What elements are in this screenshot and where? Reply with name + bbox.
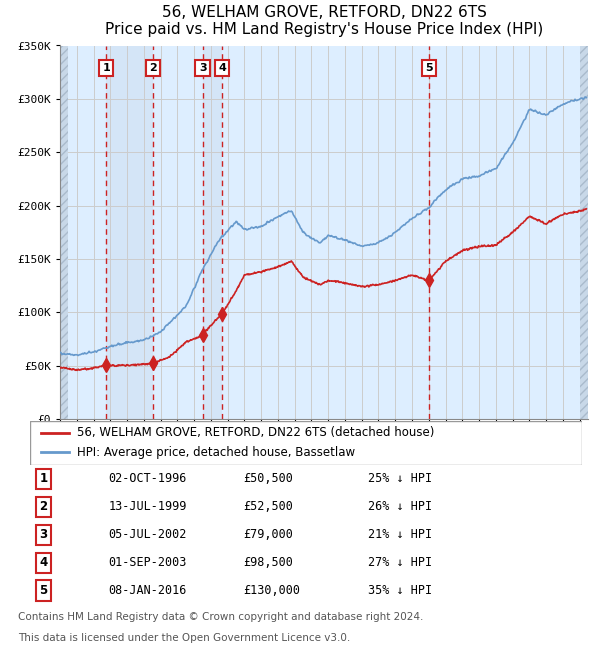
- Text: 3: 3: [40, 528, 47, 541]
- Text: 3: 3: [199, 63, 206, 73]
- Text: 13-JUL-1999: 13-JUL-1999: [108, 500, 187, 514]
- Bar: [106, 46, 153, 419]
- Text: 4: 4: [218, 63, 226, 73]
- Text: 21% ↓ HPI: 21% ↓ HPI: [368, 528, 432, 541]
- Text: 1: 1: [40, 472, 47, 485]
- Text: £52,500: £52,500: [244, 500, 293, 514]
- Text: Contains HM Land Registry data © Crown copyright and database right 2024.: Contains HM Land Registry data © Crown c…: [18, 612, 424, 622]
- Text: 56, WELHAM GROVE, RETFORD, DN22 6TS (detached house): 56, WELHAM GROVE, RETFORD, DN22 6TS (det…: [77, 426, 434, 439]
- Text: 2: 2: [149, 63, 157, 73]
- Text: 02-OCT-1996: 02-OCT-1996: [108, 472, 187, 485]
- Text: 26% ↓ HPI: 26% ↓ HPI: [368, 500, 432, 514]
- Text: 25% ↓ HPI: 25% ↓ HPI: [368, 472, 432, 485]
- Text: 4: 4: [39, 556, 47, 569]
- Text: 1: 1: [102, 63, 110, 73]
- Text: £98,500: £98,500: [244, 556, 293, 569]
- Text: 2: 2: [40, 500, 47, 514]
- Text: 27% ↓ HPI: 27% ↓ HPI: [368, 556, 432, 569]
- Bar: [580, 46, 588, 419]
- Bar: [60, 46, 68, 419]
- Text: 05-JUL-2002: 05-JUL-2002: [108, 528, 187, 541]
- Text: 5: 5: [425, 63, 433, 73]
- Title: 56, WELHAM GROVE, RETFORD, DN22 6TS
Price paid vs. HM Land Registry's House Pric: 56, WELHAM GROVE, RETFORD, DN22 6TS Pric…: [105, 5, 543, 38]
- FancyBboxPatch shape: [30, 421, 582, 465]
- Text: 08-JAN-2016: 08-JAN-2016: [108, 584, 187, 597]
- Text: 01-SEP-2003: 01-SEP-2003: [108, 556, 187, 569]
- Text: This data is licensed under the Open Government Licence v3.0.: This data is licensed under the Open Gov…: [18, 633, 350, 643]
- Text: HPI: Average price, detached house, Bassetlaw: HPI: Average price, detached house, Bass…: [77, 446, 355, 459]
- Bar: [60, 46, 68, 419]
- Text: 35% ↓ HPI: 35% ↓ HPI: [368, 584, 432, 597]
- Text: £79,000: £79,000: [244, 528, 293, 541]
- Text: £50,500: £50,500: [244, 472, 293, 485]
- Bar: [203, 46, 222, 419]
- Text: 5: 5: [39, 584, 47, 597]
- Text: £130,000: £130,000: [244, 584, 301, 597]
